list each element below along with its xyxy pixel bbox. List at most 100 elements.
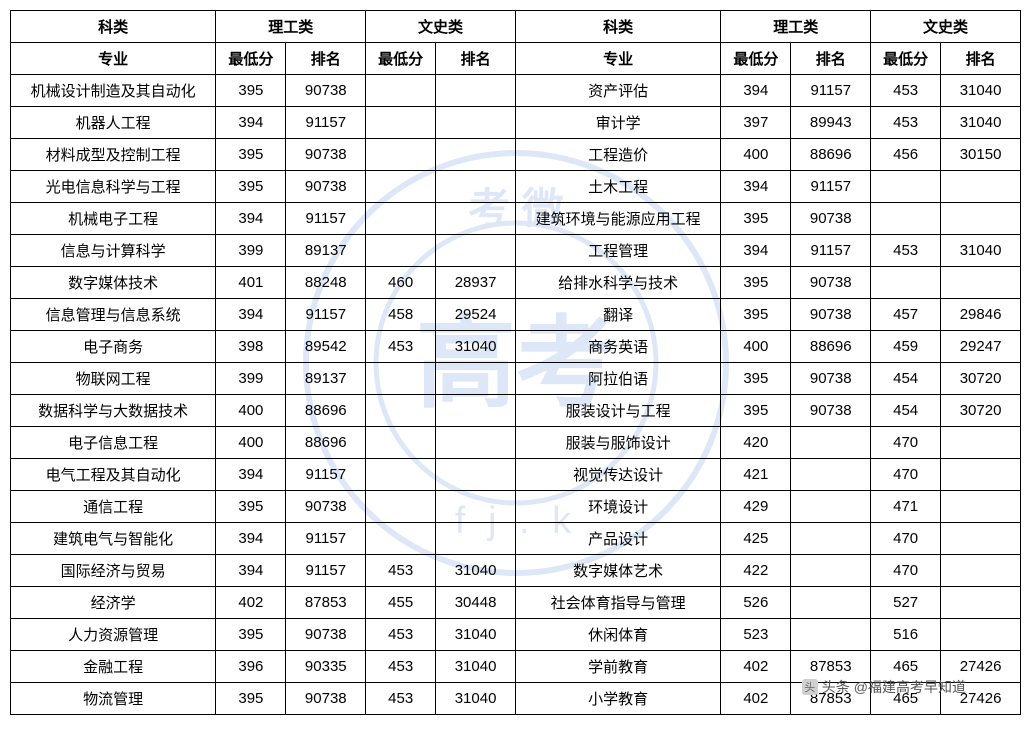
rank-cell: 31040 xyxy=(436,555,516,587)
major-cell: 光电信息科学与工程 xyxy=(11,171,216,203)
score-cell: 395 xyxy=(216,491,286,523)
score-cell: 394 xyxy=(216,459,286,491)
major-cell: 环境设计 xyxy=(515,491,720,523)
header-row-1: 科类 理工类 文史类 科类 理工类 文史类 xyxy=(11,11,1021,43)
rank-cell: 31040 xyxy=(941,107,1021,139)
table-row: 机械设计制造及其自动化39590738资产评估3949115745331040 xyxy=(11,75,1021,107)
score-cell: 460 xyxy=(366,267,436,299)
rank-cell: 88248 xyxy=(286,267,366,299)
score-cell: 523 xyxy=(721,619,791,651)
rank-cell: 90738 xyxy=(791,299,871,331)
score-cell: 425 xyxy=(721,523,791,555)
attribution-label: 头 头条 @福建高考早知道 xyxy=(802,677,966,697)
major-cell: 工程管理 xyxy=(515,235,720,267)
rank-cell xyxy=(791,459,871,491)
score-cell: 394 xyxy=(721,235,791,267)
major-cell: 学前教育 xyxy=(515,651,720,683)
rank-cell: 88696 xyxy=(286,395,366,427)
rank-cell xyxy=(436,75,516,107)
rank-cell: 30720 xyxy=(941,363,1021,395)
score-cell: 401 xyxy=(216,267,286,299)
rank-cell: 30448 xyxy=(436,587,516,619)
rank-cell: 31040 xyxy=(941,75,1021,107)
rank-cell xyxy=(436,235,516,267)
hdr-liberal-right: 文史类 xyxy=(871,11,1021,43)
score-cell xyxy=(366,491,436,523)
major-cell: 金融工程 xyxy=(11,651,216,683)
score-cell: 395 xyxy=(216,683,286,715)
major-cell: 人力资源管理 xyxy=(11,619,216,651)
rank-cell: 90738 xyxy=(286,139,366,171)
rank-cell xyxy=(941,427,1021,459)
table-row: 信息与计算科学39989137工程管理3949115745331040 xyxy=(11,235,1021,267)
rank-cell xyxy=(436,395,516,427)
score-cell: 454 xyxy=(871,395,941,427)
rank-cell: 91157 xyxy=(286,523,366,555)
table-row: 电子信息工程40088696服装与服饰设计420470 xyxy=(11,427,1021,459)
score-cell: 394 xyxy=(216,523,286,555)
table-row: 机器人工程39491157审计学3978994345331040 xyxy=(11,107,1021,139)
major-cell: 电子信息工程 xyxy=(11,427,216,459)
rank-cell xyxy=(436,203,516,235)
rank-cell: 29524 xyxy=(436,299,516,331)
rank-cell: 90738 xyxy=(286,75,366,107)
hdr-s-min-right: 最低分 xyxy=(721,43,791,75)
rank-cell xyxy=(791,619,871,651)
score-cell xyxy=(366,107,436,139)
rank-cell xyxy=(436,523,516,555)
major-cell: 物流管理 xyxy=(11,683,216,715)
rank-cell: 88696 xyxy=(791,139,871,171)
rank-cell xyxy=(941,555,1021,587)
rank-cell xyxy=(791,491,871,523)
score-cell: 470 xyxy=(871,555,941,587)
score-cell: 454 xyxy=(871,363,941,395)
score-cell: 400 xyxy=(721,139,791,171)
score-cell: 397 xyxy=(721,107,791,139)
hdr-l-rank-left: 排名 xyxy=(436,43,516,75)
major-cell: 材料成型及控制工程 xyxy=(11,139,216,171)
score-cell: 394 xyxy=(216,107,286,139)
major-cell: 产品设计 xyxy=(515,523,720,555)
score-cell xyxy=(366,363,436,395)
rank-cell xyxy=(941,203,1021,235)
major-cell: 工程造价 xyxy=(515,139,720,171)
score-cell: 421 xyxy=(721,459,791,491)
hdr-s-min-left: 最低分 xyxy=(216,43,286,75)
rank-cell: 91157 xyxy=(286,203,366,235)
rank-cell: 31040 xyxy=(436,619,516,651)
rank-cell: 90738 xyxy=(286,683,366,715)
major-cell: 服装与服饰设计 xyxy=(515,427,720,459)
score-cell: 458 xyxy=(366,299,436,331)
score-cell: 395 xyxy=(216,619,286,651)
score-cell: 422 xyxy=(721,555,791,587)
rank-cell xyxy=(436,107,516,139)
hdr-major-right: 专业 xyxy=(515,43,720,75)
major-cell: 服装设计与工程 xyxy=(515,395,720,427)
score-cell: 399 xyxy=(216,235,286,267)
score-cell: 394 xyxy=(216,555,286,587)
header-row-2: 专业 最低分 排名 最低分 排名 专业 最低分 排名 最低分 排名 xyxy=(11,43,1021,75)
score-cell xyxy=(366,523,436,555)
hdr-major-left: 专业 xyxy=(11,43,216,75)
score-cell: 395 xyxy=(721,267,791,299)
rank-cell xyxy=(436,139,516,171)
rank-cell: 88696 xyxy=(286,427,366,459)
score-cell xyxy=(871,267,941,299)
score-cell: 395 xyxy=(216,171,286,203)
rank-cell: 89542 xyxy=(286,331,366,363)
rank-cell xyxy=(436,427,516,459)
rank-cell xyxy=(941,491,1021,523)
score-cell: 398 xyxy=(216,331,286,363)
table-row: 建筑电气与智能化39491157产品设计425470 xyxy=(11,523,1021,555)
score-cell: 470 xyxy=(871,427,941,459)
rank-cell: 90738 xyxy=(286,619,366,651)
score-cell: 457 xyxy=(871,299,941,331)
hdr-science-right: 理工类 xyxy=(721,11,871,43)
score-cell: 516 xyxy=(871,619,941,651)
score-cell: 526 xyxy=(721,587,791,619)
major-cell: 数字媒体艺术 xyxy=(515,555,720,587)
score-cell xyxy=(366,459,436,491)
major-cell: 翻译 xyxy=(515,299,720,331)
score-cell: 429 xyxy=(721,491,791,523)
major-cell: 信息与计算科学 xyxy=(11,235,216,267)
